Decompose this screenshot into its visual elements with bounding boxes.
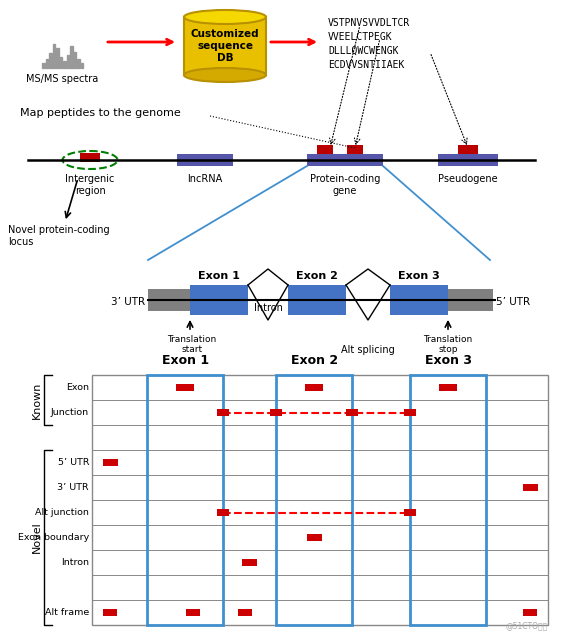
- Text: Exon 3: Exon 3: [398, 271, 440, 281]
- Bar: [52, 44, 55, 68]
- Bar: [60, 57, 62, 68]
- Bar: [438, 154, 498, 166]
- Bar: [270, 409, 282, 416]
- Bar: [217, 409, 229, 416]
- Bar: [404, 409, 416, 416]
- Text: Translation
start: Translation start: [167, 335, 216, 355]
- Bar: [102, 459, 117, 466]
- Text: Customized
sequence
DB: Customized sequence DB: [191, 29, 259, 63]
- Bar: [80, 153, 100, 162]
- Text: @51CTO博客: @51CTO博客: [506, 621, 548, 630]
- Bar: [80, 63, 83, 68]
- Bar: [176, 384, 194, 391]
- Text: Pseudogene: Pseudogene: [438, 174, 498, 184]
- Text: Novel: Novel: [32, 521, 42, 553]
- Text: Exon: Exon: [66, 383, 89, 392]
- Ellipse shape: [184, 68, 266, 82]
- Text: VVEELCTPEGK: VVEELCTPEGK: [328, 32, 393, 42]
- Bar: [56, 48, 58, 68]
- Text: 5’ UTR: 5’ UTR: [496, 297, 530, 307]
- Text: VSTPNVSVVDLTCR: VSTPNVSVVDLTCR: [328, 18, 410, 28]
- Bar: [92, 375, 548, 625]
- Text: MS/MS spectra: MS/MS spectra: [26, 74, 98, 84]
- Text: Intergenic
region: Intergenic region: [65, 174, 115, 196]
- Bar: [390, 285, 448, 315]
- Bar: [523, 484, 537, 491]
- Text: Exon 3: Exon 3: [425, 354, 472, 367]
- Text: Exon 2: Exon 2: [291, 354, 338, 367]
- Bar: [238, 609, 252, 616]
- Text: Intron: Intron: [61, 558, 89, 567]
- Text: 3’ UTR: 3’ UTR: [111, 297, 145, 307]
- Bar: [186, 609, 200, 616]
- Text: Known: Known: [32, 381, 42, 419]
- Text: Exon 1: Exon 1: [198, 271, 240, 281]
- Text: Map peptides to the genome: Map peptides to the genome: [20, 108, 181, 118]
- Bar: [77, 59, 79, 68]
- Bar: [242, 559, 257, 566]
- Text: Protein-coding
gene: Protein-coding gene: [310, 174, 380, 196]
- Bar: [46, 59, 48, 68]
- Bar: [148, 289, 190, 311]
- Bar: [448, 289, 493, 311]
- Bar: [307, 534, 321, 541]
- Text: Translation
stop: Translation stop: [423, 335, 473, 355]
- Text: Novel protein-coding
locus: Novel protein-coding locus: [8, 225, 110, 247]
- Bar: [70, 46, 72, 68]
- Bar: [74, 52, 76, 68]
- Bar: [103, 609, 117, 616]
- Bar: [458, 145, 478, 154]
- Bar: [276, 375, 352, 625]
- Bar: [49, 53, 52, 68]
- Bar: [63, 61, 66, 68]
- Bar: [410, 375, 486, 625]
- Bar: [523, 609, 537, 616]
- Text: Alt frame: Alt frame: [45, 608, 89, 617]
- Ellipse shape: [184, 10, 266, 24]
- Bar: [288, 285, 346, 315]
- Bar: [439, 384, 457, 391]
- Text: Exon boundary: Exon boundary: [18, 533, 89, 542]
- Text: 3’ UTR: 3’ UTR: [57, 483, 89, 492]
- Bar: [317, 145, 333, 154]
- Bar: [347, 145, 363, 154]
- Bar: [66, 55, 69, 68]
- Bar: [42, 63, 44, 68]
- Bar: [177, 154, 233, 166]
- Bar: [404, 509, 416, 516]
- Text: Exon 1: Exon 1: [162, 354, 209, 367]
- Bar: [147, 375, 224, 625]
- Text: DLLLQWCWENGK: DLLLQWCWENGK: [328, 46, 398, 56]
- Bar: [184, 17, 266, 75]
- Text: Alt splicing: Alt splicing: [341, 345, 395, 355]
- Text: Exon 2: Exon 2: [296, 271, 338, 281]
- Bar: [346, 409, 358, 416]
- Text: ECDVVSNTIIAEK: ECDVVSNTIIAEK: [328, 60, 405, 70]
- Bar: [305, 384, 323, 391]
- Text: Junction: Junction: [51, 408, 89, 417]
- Text: Intron: Intron: [253, 303, 283, 313]
- Bar: [190, 285, 248, 315]
- Bar: [217, 509, 229, 516]
- Text: Alt junction: Alt junction: [35, 508, 89, 517]
- Text: 5’ UTR: 5’ UTR: [57, 458, 89, 467]
- Text: lncRNA: lncRNA: [187, 174, 223, 184]
- Bar: [307, 154, 383, 166]
